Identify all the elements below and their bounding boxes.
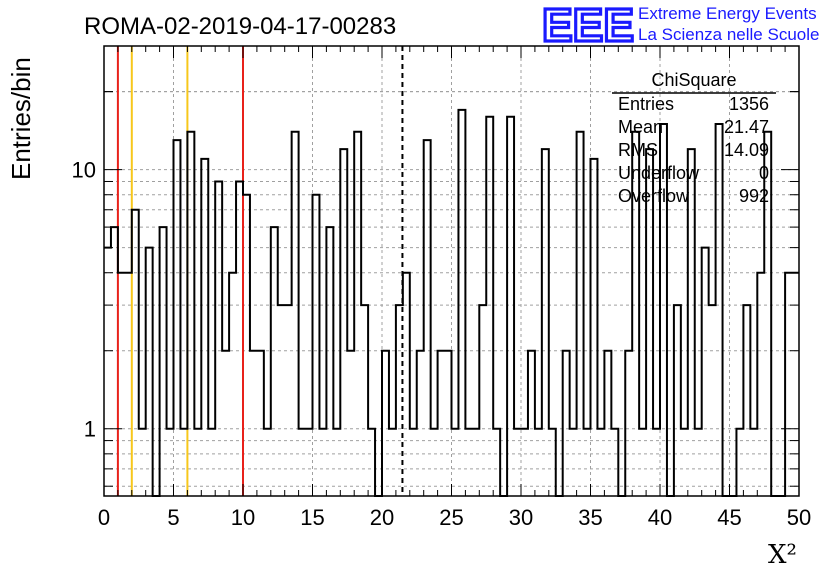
stats-row-value: 1356	[729, 94, 769, 114]
histogram-series	[104, 108, 799, 497]
x-tick-label: 0	[98, 505, 110, 530]
x-tick-label: 25	[439, 505, 463, 530]
x-tick-label: 20	[370, 505, 394, 530]
eee-logo-line1: Extreme Energy Events	[638, 4, 817, 23]
stats-row-value: 14.09	[724, 140, 769, 160]
x-tick-label: 50	[787, 505, 811, 530]
x-tick-label: 10	[231, 505, 255, 530]
eee-logo: EEE Extreme Energy Events La Scienza nel…	[540, 0, 819, 53]
eee-logo-line2: La Scienza nelle Scuole	[638, 25, 819, 44]
stats-row-value: 0	[759, 163, 769, 183]
chart-title: ROMA-02-2019-04-17-00283	[84, 13, 396, 40]
axes-frame	[103, 45, 800, 497]
y-tick-label: 1	[84, 417, 96, 442]
stats-row-label: Overflow	[618, 186, 690, 206]
stats-row-value: 992	[739, 186, 769, 206]
x-tick-label: 40	[648, 505, 672, 530]
stats-row-label: Underflow	[618, 163, 700, 183]
tick-labels: 0 5 10 15 20 25 30 35 40 45 50 1 10	[72, 158, 812, 530]
x-tick-label: 5	[167, 505, 179, 530]
eee-logo-mark: EEE	[542, 0, 634, 51]
stats-row-label: Mean	[618, 117, 663, 137]
stats-box: ChiSquare Entries 1356 Mean 21.47 RMS 14…	[612, 70, 776, 206]
stats-row-value: 21.47	[724, 117, 769, 137]
histogram-outline	[104, 108, 799, 497]
stats-row-label: Entries	[618, 94, 674, 114]
x-tick-label: 30	[509, 505, 533, 530]
x-axis-label: X²	[768, 540, 797, 570]
x-tick-label: 15	[300, 505, 324, 530]
stats-row-label: RMS	[618, 140, 658, 160]
x-tick-label: 45	[717, 505, 741, 530]
y-tick-label: 10	[72, 158, 96, 183]
stats-title: ChiSquare	[651, 70, 736, 90]
y-axis-label: Entries/bin	[6, 57, 36, 180]
x-tick-label: 35	[578, 505, 602, 530]
